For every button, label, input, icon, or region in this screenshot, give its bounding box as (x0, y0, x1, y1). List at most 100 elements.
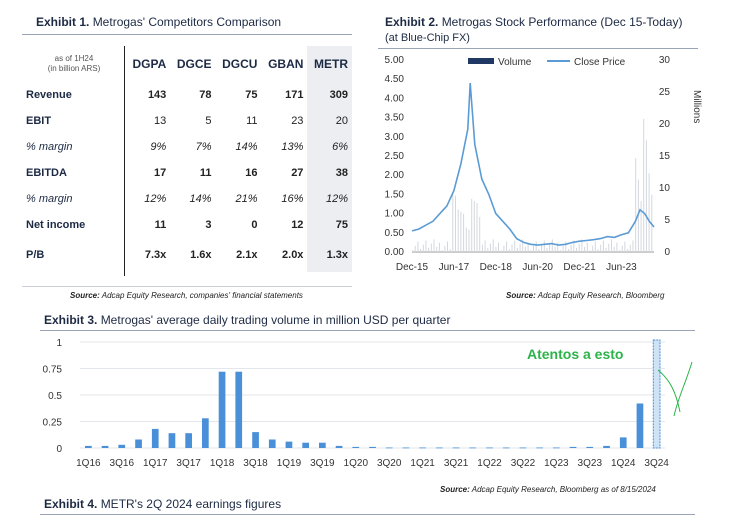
y-tick-label: 1.00 (385, 209, 405, 220)
volume-bar (584, 246, 586, 252)
table-cell: 2.1x (236, 249, 258, 261)
table-cell: 7.3x (144, 249, 167, 261)
x-tick-label: Jun-20 (522, 262, 553, 273)
volume-bar (527, 242, 529, 252)
bar-2Q18 (235, 371, 243, 448)
x-tick-label: 1Q21 (410, 458, 435, 469)
table-cell: 9% (150, 141, 167, 153)
bar-3Q19 (319, 442, 326, 448)
table-cell: 23 (291, 115, 304, 127)
y-tick-label: 0.50 (385, 228, 405, 239)
y-tick-label: 0.25 (43, 418, 63, 429)
x-tick-label: Dec-18 (480, 262, 513, 273)
volume-bar (433, 239, 435, 252)
bar-1Q19 (285, 441, 293, 448)
competitors-table: as of 1H24 (in billion ARS) DGPA DGCE DG… (22, 46, 352, 272)
volume-bar (578, 243, 580, 252)
table-row-ebit-margin: % margin 9% 7% 14% 13% 6% (22, 134, 352, 160)
table-cell: 27 (291, 167, 304, 179)
table-row-net-income: Net income 11 3 0 12 75 (22, 212, 352, 238)
y-tick-label: 2.50 (385, 151, 405, 162)
table-cell: 14% (189, 193, 212, 205)
annotation-text: Atentos a esto (527, 346, 624, 362)
source-label: Source: (70, 291, 100, 300)
bar-3Q22 (519, 447, 527, 449)
volume-bar (624, 241, 626, 252)
volume-bar (425, 240, 427, 252)
row-label: Revenue (26, 89, 72, 101)
y-tick-label: 0.5 (48, 391, 62, 402)
volume-bar (611, 239, 612, 252)
table-cell: 12 (291, 219, 304, 231)
volume-bar (629, 244, 631, 252)
volume-bar (436, 246, 438, 252)
exhibit1-title: Exhibit 1. Metrogas' Competitors Compari… (36, 15, 281, 29)
volume-bar (554, 246, 556, 252)
table-cell: 14% (235, 141, 258, 153)
volume-bar (481, 244, 483, 252)
table-cell: 143 (147, 89, 167, 101)
volume-bar (414, 245, 416, 252)
volume-bar (551, 239, 553, 252)
y2-tick-label: 10 (659, 183, 671, 194)
close-price-line (411, 82, 655, 246)
exhibit1-num: Exhibit 1. (36, 15, 90, 29)
y-tick-label: 1.50 (385, 189, 405, 200)
table-cell: 3 (205, 219, 212, 231)
volume-bar (613, 246, 615, 252)
bar-1Q23 (553, 447, 560, 449)
source-text: Adcap Equity Research, Bloomberg as of 8… (471, 485, 656, 494)
table-cell: 13 (154, 115, 167, 127)
row-label: EBIT (26, 115, 52, 127)
bar-4Q21 (469, 447, 477, 449)
volume-bar (500, 250, 502, 252)
bar-1Q20 (352, 446, 360, 448)
x-tick-label: 1Q17 (143, 458, 168, 469)
source-label: Source: (506, 291, 536, 300)
bar-2Q23 (569, 446, 577, 448)
bar-1Q16 (85, 445, 92, 448)
volume-bar (524, 246, 526, 252)
volume-bar (535, 241, 537, 252)
volume-bar (449, 249, 451, 252)
row-label: EBITDA (26, 167, 67, 179)
col-header-dgce: DGCE (176, 57, 212, 71)
table-cell: 6% (307, 134, 352, 160)
table-row-revenue: Revenue 143 78 75 171 309 (22, 82, 352, 108)
volume-bar (428, 247, 430, 252)
volume-bar (484, 240, 486, 252)
table-cell: 11 (154, 219, 167, 231)
exhibit1-bottom-rule (22, 286, 352, 287)
y-tick-label: 3.50 (385, 113, 405, 124)
bar-3Q24 (652, 339, 661, 449)
exhibit2-title: Exhibit 2. Metrogas Stock Performance (D… (385, 15, 682, 29)
exhibit3-title-text: Metrogas' average daily trading volume i… (100, 313, 451, 327)
col-header-dgpa: DGPA (132, 57, 167, 71)
table-cell: 13% (281, 141, 304, 153)
as-of-line2: (in billion ARS) (47, 64, 101, 73)
table-cell: 171 (285, 89, 304, 101)
table-cell: 75 (307, 212, 352, 238)
table-cell: 21% (235, 193, 258, 205)
volume-bar (503, 245, 505, 252)
y-tick-label: 1 (56, 338, 62, 349)
volume-bar (643, 118, 645, 253)
volume-bar (600, 244, 602, 252)
table-cell: 16% (281, 193, 304, 205)
volume-bar (589, 250, 591, 252)
table-cell: 1.3x (307, 238, 352, 272)
volume-bar (568, 249, 569, 252)
volume-bar (508, 249, 510, 252)
volume-bar (511, 244, 513, 252)
bar-4Q23 (603, 445, 610, 448)
volume-bar (562, 245, 564, 252)
bar-3Q17 (185, 433, 192, 448)
exhibit3-title: Exhibit 3. Metrogas' average daily tradi… (44, 313, 450, 327)
volume-bar (473, 201, 475, 252)
x-tick-label: 1Q23 (544, 458, 569, 469)
x-tick-label: Jun-23 (606, 262, 637, 273)
col-header-gban: GBAN (268, 57, 304, 71)
volume-bar (586, 242, 588, 252)
volume-bar (522, 239, 524, 252)
bar-4Q20 (402, 447, 410, 449)
